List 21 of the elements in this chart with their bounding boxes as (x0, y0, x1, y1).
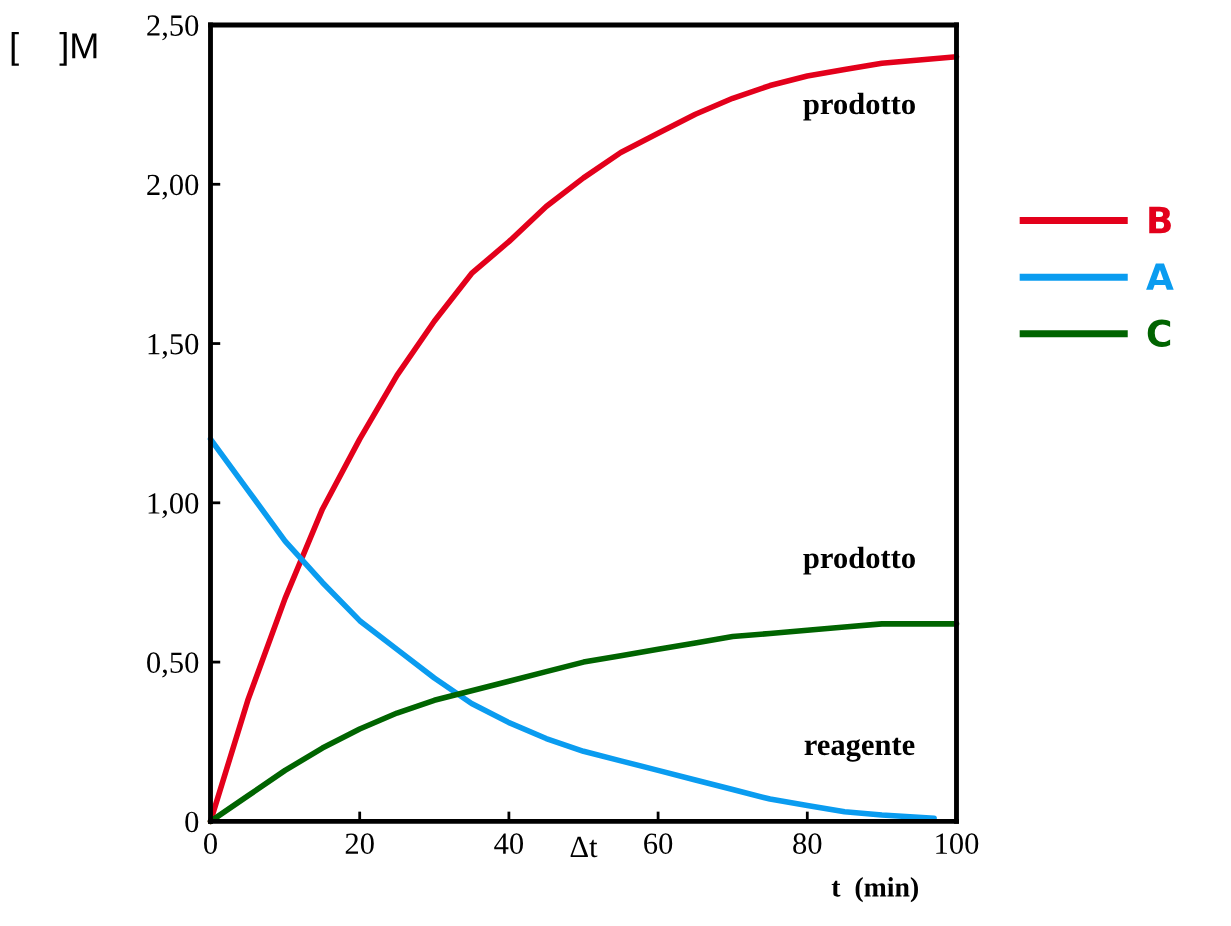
x-tick-label: 60 (644, 833, 673, 854)
annotation: reagente (804, 737, 915, 762)
x-tick-label: 20 (345, 833, 374, 854)
y-tick-label: 0,50 (147, 652, 199, 678)
legend-label: B (1149, 206, 1171, 234)
x-tick-label: 40 (494, 833, 524, 854)
x-axis-title: t (min) (831, 877, 918, 903)
legend-label: A (1146, 263, 1174, 290)
y-tick-label: 2,00 (147, 174, 199, 200)
y-tick-label: 1,50 (148, 333, 199, 359)
y-axis-title: [ ]M (11, 32, 97, 66)
annotation: prodotto (803, 546, 915, 575)
x-tick-label: 80 (793, 833, 822, 854)
text: Δt (570, 836, 598, 858)
x-tick-label: 100 (936, 833, 979, 854)
annotation: prodotto (803, 92, 915, 121)
y-tick-label: 1,00 (148, 493, 199, 519)
y-tick-label: 0 (185, 811, 199, 833)
y-tick-label: 2,50 (147, 15, 199, 41)
x-tick-label: 0 (204, 833, 217, 854)
legend-label: C (1147, 319, 1171, 347)
